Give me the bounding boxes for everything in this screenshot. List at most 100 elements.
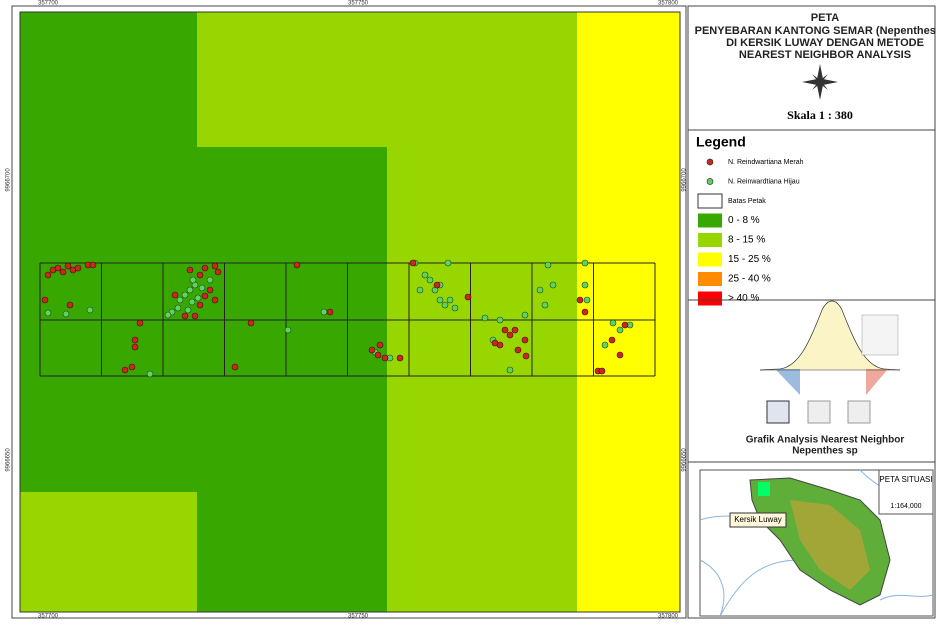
legend-label: N. Reindwartiana Merah — [728, 159, 804, 166]
red-point — [506, 331, 514, 339]
green-point — [146, 370, 154, 378]
red-point — [501, 326, 509, 334]
red-point — [128, 363, 136, 371]
green-point — [62, 310, 70, 318]
legend-label: > 40 % — [728, 293, 760, 304]
title-line: NEAREST NEIGHBOR ANALYSIS — [739, 49, 911, 61]
legend-symbol — [706, 158, 714, 166]
legend-symbol — [697, 193, 723, 209]
inset-map — [699, 469, 934, 617]
green-point — [609, 319, 617, 327]
green-point — [44, 309, 52, 317]
green-point — [444, 259, 452, 267]
green-point — [544, 261, 552, 269]
red-point — [196, 271, 204, 279]
red-point — [247, 319, 255, 327]
green-point — [536, 286, 544, 294]
red-point — [433, 281, 441, 289]
green-point — [541, 301, 549, 309]
red-point — [491, 339, 499, 347]
nn-graph — [746, 300, 902, 430]
inset-scale: 1:164,000 — [890, 503, 921, 510]
red-point — [521, 336, 529, 344]
green-point — [601, 341, 609, 349]
red-point — [59, 268, 67, 276]
green-point — [446, 296, 454, 304]
red-point — [214, 268, 222, 276]
green-point — [194, 294, 202, 302]
title-line: DI KERSIK LUWAY DENGAN METODE — [726, 37, 924, 49]
legend-symbol — [698, 291, 722, 306]
green-point — [616, 326, 624, 334]
green-point — [426, 276, 434, 284]
red-point — [64, 262, 72, 270]
graph-caption: Nepenthes sp — [792, 446, 858, 457]
plant-points — [41, 259, 634, 378]
red-point — [181, 312, 189, 320]
north-arrow — [802, 64, 838, 100]
red-point — [186, 266, 194, 274]
legend-symbol — [698, 213, 722, 228]
legend-label: 25 - 40 % — [728, 274, 771, 285]
red-point — [121, 366, 129, 374]
red-point — [211, 262, 219, 270]
red-point — [514, 346, 522, 354]
red-point — [131, 336, 139, 344]
red-point — [54, 264, 62, 272]
red-point — [396, 354, 404, 362]
coord-label: 357750 — [348, 1, 369, 7]
red-point — [381, 354, 389, 362]
green-point — [506, 366, 514, 374]
green-point — [188, 298, 196, 306]
red-point — [41, 296, 49, 304]
coord-label: 357750 — [348, 614, 369, 620]
red-point — [409, 259, 417, 267]
red-point — [66, 301, 74, 309]
red-point — [511, 326, 519, 334]
green-point — [186, 286, 194, 294]
green-point — [441, 301, 449, 309]
coord-label: 9966700 — [6, 168, 12, 192]
legend-label: 15 - 25 % — [728, 254, 771, 265]
coord-label: 9966700 — [682, 168, 688, 192]
red-point — [598, 367, 606, 375]
red-point — [211, 296, 219, 304]
scale-text: Skala 1 : 380 — [787, 108, 853, 122]
green-point — [581, 259, 589, 267]
green-point — [176, 296, 184, 304]
red-point — [608, 336, 616, 344]
red-point — [464, 293, 472, 301]
inset-title: PETA SITUASI — [879, 475, 932, 484]
green-point — [521, 311, 529, 319]
legend-label: 0 - 8 % — [728, 215, 760, 226]
green-point — [284, 326, 292, 334]
green-point — [549, 281, 557, 289]
green-point — [583, 296, 591, 304]
green-point — [174, 304, 182, 312]
coord-label: 357700 — [38, 614, 59, 620]
plot-grid — [39, 262, 656, 377]
legend-label: 8 - 15 % — [728, 235, 765, 246]
red-point — [368, 346, 376, 354]
legend-symbol — [706, 178, 714, 185]
green-point — [206, 276, 214, 284]
legend-symbol — [698, 272, 722, 286]
red-point — [131, 343, 139, 351]
green-point — [189, 276, 197, 284]
green-point — [416, 286, 424, 294]
red-point — [374, 351, 382, 359]
red-point — [206, 286, 214, 294]
green-point — [184, 306, 192, 314]
legend-symbol — [698, 252, 722, 267]
legend-label: Batas Petak — [728, 198, 766, 205]
red-point — [621, 321, 629, 329]
coord-label: 357700 — [38, 1, 59, 7]
legend-label: N. Reinwardtiana Hijau — [728, 178, 800, 185]
legend-symbol — [698, 233, 722, 247]
red-point — [201, 264, 209, 272]
place-label: Kersik Luway — [734, 515, 782, 524]
legend-title: Legend — [696, 134, 746, 150]
red-point — [231, 363, 239, 371]
red-point — [326, 308, 334, 316]
